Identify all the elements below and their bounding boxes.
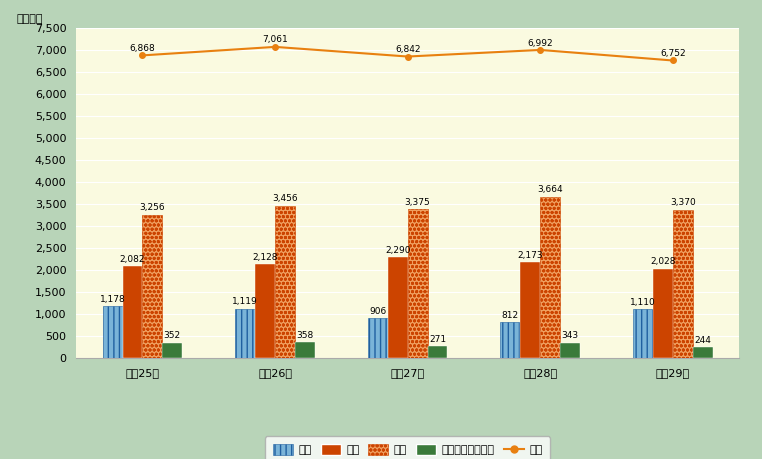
Text: 3,375: 3,375 bbox=[405, 198, 431, 207]
Text: 1,119: 1,119 bbox=[232, 297, 258, 306]
Text: （件数）: （件数） bbox=[17, 14, 43, 24]
Text: 3,456: 3,456 bbox=[272, 194, 298, 203]
Bar bbox=[142, 214, 162, 358]
Text: 343: 343 bbox=[562, 331, 578, 341]
Bar bbox=[123, 266, 142, 358]
Text: 2,082: 2,082 bbox=[120, 255, 146, 264]
Bar bbox=[427, 346, 447, 358]
Text: 271: 271 bbox=[429, 335, 446, 344]
Bar bbox=[693, 347, 712, 358]
Bar bbox=[295, 342, 315, 358]
Text: 2,290: 2,290 bbox=[385, 246, 411, 255]
Text: 3,256: 3,256 bbox=[139, 203, 165, 212]
Bar bbox=[653, 269, 673, 358]
Bar bbox=[368, 318, 388, 358]
Text: 3,664: 3,664 bbox=[537, 185, 563, 194]
Text: 6,752: 6,752 bbox=[660, 49, 686, 58]
Bar bbox=[560, 343, 580, 358]
Text: 6,868: 6,868 bbox=[130, 44, 155, 53]
Bar bbox=[388, 257, 408, 358]
Bar bbox=[501, 322, 520, 358]
Text: 812: 812 bbox=[502, 311, 519, 320]
Bar bbox=[103, 306, 123, 358]
Bar bbox=[162, 342, 182, 358]
Text: 2,128: 2,128 bbox=[252, 253, 278, 262]
Bar bbox=[540, 196, 560, 358]
Bar bbox=[275, 206, 295, 358]
Text: 1,110: 1,110 bbox=[630, 298, 656, 307]
Text: 358: 358 bbox=[296, 331, 313, 340]
Bar bbox=[673, 209, 693, 358]
Bar bbox=[408, 209, 427, 358]
Bar bbox=[235, 309, 255, 358]
Text: 3,370: 3,370 bbox=[670, 198, 696, 207]
Text: 352: 352 bbox=[164, 331, 181, 340]
Text: 6,842: 6,842 bbox=[395, 45, 421, 54]
Text: 2,173: 2,173 bbox=[517, 251, 543, 260]
Legend: 火災, 救助, 救急, 情報収集・輸送等, 合計: 火災, 救助, 救急, 情報収集・輸送等, 合計 bbox=[265, 437, 550, 459]
Text: 6,992: 6,992 bbox=[527, 39, 553, 47]
Text: 1,178: 1,178 bbox=[100, 295, 126, 304]
Bar bbox=[255, 264, 275, 358]
Text: 2,028: 2,028 bbox=[650, 257, 676, 266]
Text: 906: 906 bbox=[370, 307, 386, 316]
Text: 7,061: 7,061 bbox=[262, 35, 288, 45]
Bar bbox=[633, 309, 653, 358]
Text: 244: 244 bbox=[694, 336, 711, 345]
Bar bbox=[520, 262, 540, 358]
